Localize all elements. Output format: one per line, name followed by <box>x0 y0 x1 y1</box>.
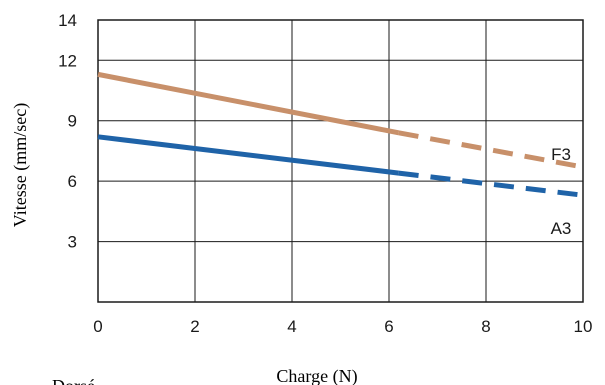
y-tick-label: 3 <box>68 233 77 252</box>
y-tick-label: 12 <box>58 51 77 70</box>
x-tick-label: 10 <box>574 317 593 336</box>
y-tick-label: 14 <box>58 11 77 30</box>
series-lines <box>97 71 584 198</box>
x-tick-label: 2 <box>190 317 199 336</box>
series-label-a3: A3 <box>551 219 572 238</box>
plot-frame <box>97 19 584 303</box>
y-tick-label: 9 <box>68 112 77 131</box>
y-axis-title: Vitesse (mm/sec) <box>10 103 31 227</box>
y-tick-label: 6 <box>68 172 77 191</box>
x-tick-label: 8 <box>481 317 490 336</box>
series-line-a3-dashed <box>398 170 584 198</box>
series-line-a3-solid <box>97 134 399 176</box>
grid <box>97 19 584 303</box>
x-tick-label: 6 <box>384 317 393 336</box>
x-axis-title: Charge (N) <box>276 366 357 385</box>
cut-off-caption: Dorsé <box>52 376 95 385</box>
series-line-f3-solid <box>97 71 400 136</box>
series-labels: F3 A3 <box>551 145 572 238</box>
series-label-f3: F3 <box>551 145 571 164</box>
tick-labels: 0 2 4 6 8 10 3 6 9 12 14 <box>58 11 592 336</box>
x-tick-label: 0 <box>93 317 102 336</box>
x-tick-label: 4 <box>287 317 296 336</box>
